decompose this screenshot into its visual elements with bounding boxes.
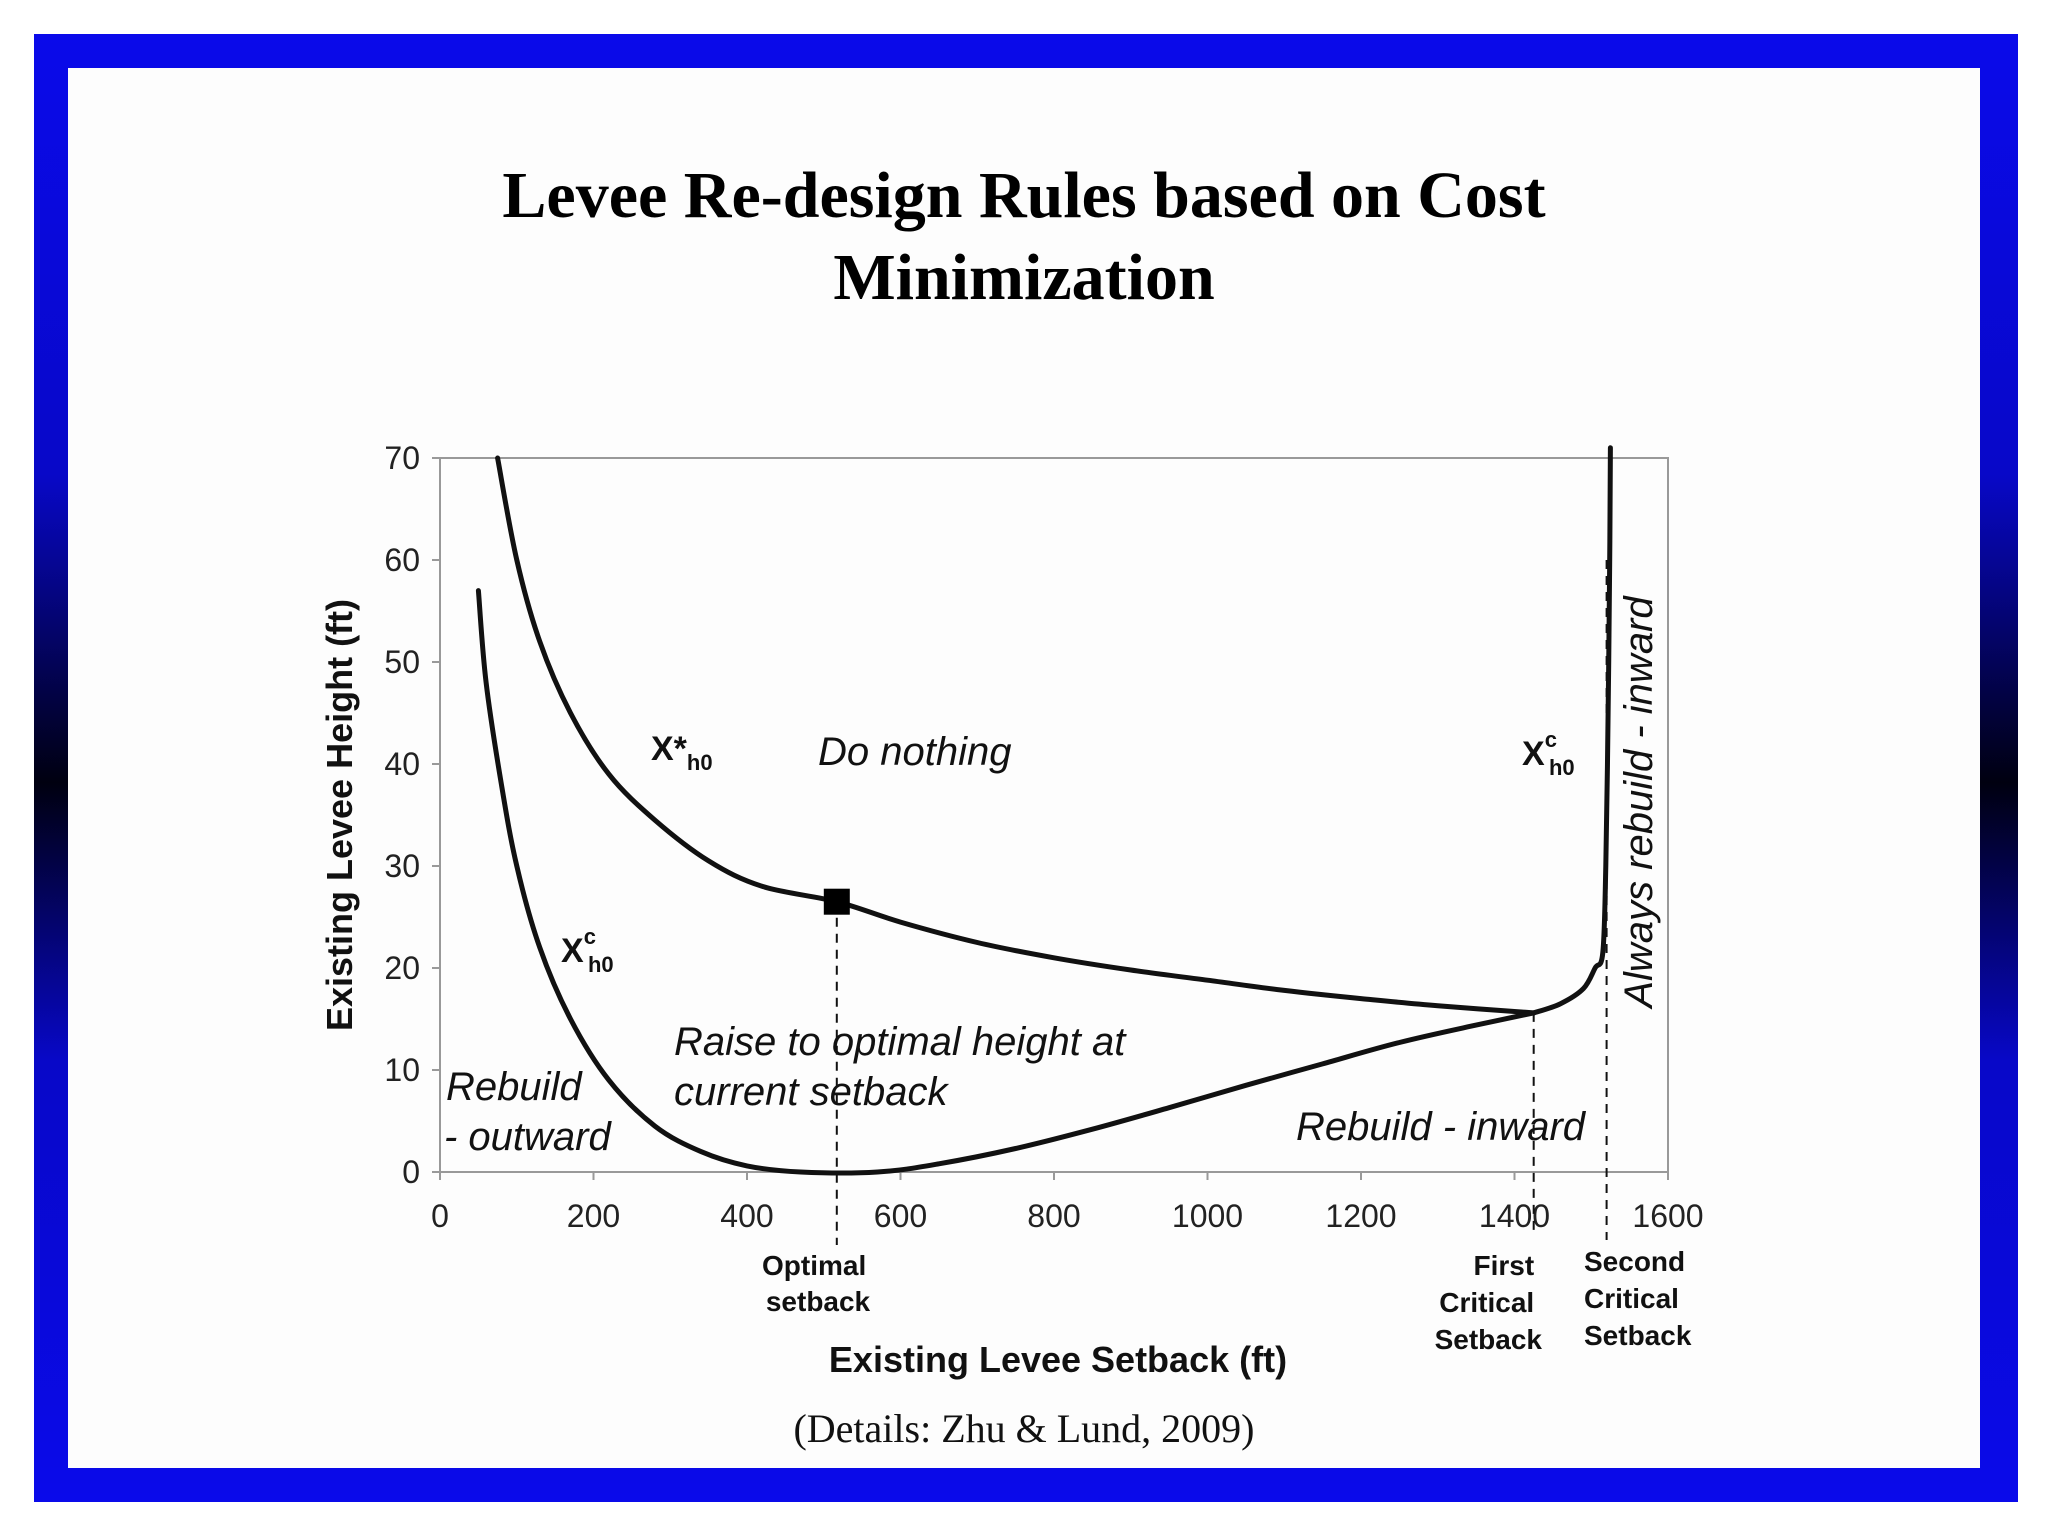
y-tick-label: 0: [402, 1154, 420, 1190]
curve-critical-right: [1531, 445, 1613, 1016]
y-tick-label: 40: [384, 746, 420, 782]
y-tick-label: 20: [384, 950, 420, 986]
x-tick-label: 1000: [1172, 1198, 1243, 1234]
citation: (Details: Zhu & Lund, 2009): [793, 1406, 1255, 1451]
label-rebuild-outward-1: Rebuild: [446, 1065, 583, 1109]
label-do-nothing: Do nothing: [818, 730, 1011, 774]
y-axis-title: Existing Levee Height (ft): [319, 599, 360, 1031]
label-rebuild-outward-2: - outward: [444, 1115, 612, 1159]
x-tick-label: 600: [874, 1198, 927, 1234]
y-tick-label: 50: [384, 644, 420, 680]
label-first-critical-setback: First Critical Setback: [1435, 1250, 1543, 1355]
optimal-marker: [823, 888, 850, 915]
optimal-point: [823, 888, 850, 915]
x-tick-label: 1600: [1632, 1198, 1703, 1234]
y-tick-label: 60: [384, 542, 420, 578]
slide-title-line-2: Minimization: [833, 241, 1215, 314]
curve-critical-lower: [475, 588, 1537, 1176]
x-tick-label: 800: [1027, 1198, 1080, 1234]
x-axis: 0 200 400 600 800 1000 1200 1400 1600: [431, 1172, 1704, 1234]
curve-optimal-height: [495, 455, 1537, 1016]
label-optimal-setback: Optimal setback: [762, 1250, 874, 1317]
label-always-rebuild: Always rebuild - inward: [1617, 595, 1661, 1010]
label-raise-line-1: Raise to optimal height at: [674, 1020, 1127, 1064]
x-tick-label: 200: [567, 1198, 620, 1234]
x-tick-label: 400: [720, 1198, 773, 1234]
y-axis: 0 10 20 30 40 50 60 70: [384, 440, 440, 1190]
x-tick-label: 1200: [1325, 1198, 1396, 1234]
y-tick-label: 70: [384, 440, 420, 476]
x-axis-title: Existing Levee Setback (ft): [829, 1339, 1287, 1380]
label-x-star-h0: X*h0: [651, 730, 713, 775]
curves: [475, 445, 1613, 1176]
label-second-critical-setback: Second Critical Setback: [1584, 1246, 1693, 1351]
label-raise-line-2: current setback: [674, 1070, 949, 1114]
plot-area-border: [439, 457, 1669, 1173]
label-x-c-h0-left: Xc h0: [561, 924, 614, 977]
y-tick-label: 30: [384, 848, 420, 884]
slide-title-line-1: Levee Re-design Rules based on Cost: [502, 159, 1546, 232]
label-x-c-h0-right: Xc h0: [1522, 727, 1575, 780]
y-tick-label: 10: [384, 1052, 420, 1088]
x-tick-label: 1400: [1479, 1198, 1550, 1234]
label-rebuild-inward: Rebuild - inward: [1296, 1105, 1587, 1149]
x-tick-label: 0: [431, 1198, 449, 1234]
slide-background: [68, 68, 1980, 1468]
